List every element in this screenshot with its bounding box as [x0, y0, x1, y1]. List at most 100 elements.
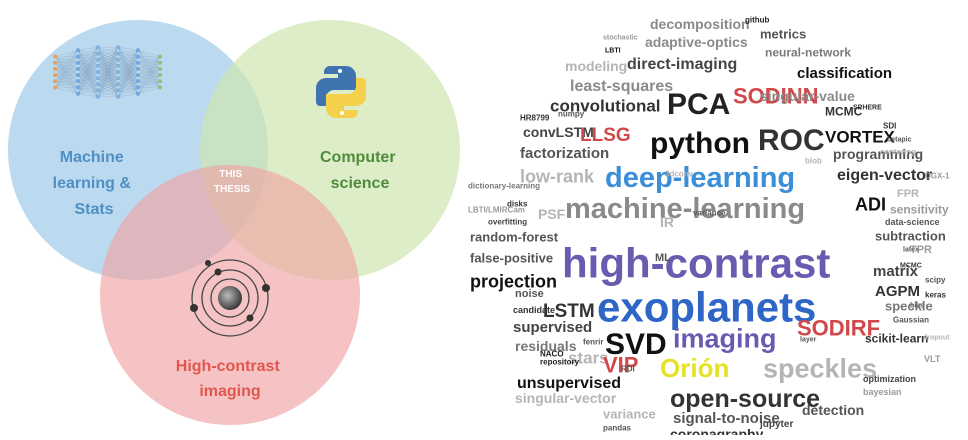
word-cloud-term: scikit-learn	[865, 332, 928, 346]
word-cloud-term: overfitting	[488, 217, 527, 226]
word-cloud-term: detection	[802, 402, 864, 418]
word-cloud-term: metrics	[760, 26, 806, 41]
word-cloud-term: noise	[515, 288, 544, 300]
word-cloud-term: residuals	[515, 338, 577, 354]
word-cloud-term: eigen-vector	[837, 167, 932, 184]
word-cloud-term: SPHERE	[853, 105, 882, 112]
word-cloud-term: supervised	[513, 319, 592, 336]
word-cloud-term: open-source	[670, 385, 820, 413]
word-cloud-term: VORTEX	[825, 128, 896, 147]
word-cloud-term: singular-vector	[515, 390, 617, 406]
word-cloud-term: TPR	[910, 244, 932, 256]
word-cloud-term: PSF	[538, 206, 566, 222]
word-cloud-term: subtraction	[875, 228, 946, 243]
word-cloud-term: bayesian	[863, 387, 902, 397]
neural-network-icon	[53, 45, 162, 99]
word-cloud-term: layer	[800, 337, 817, 344]
center-label: THIS THESIS	[214, 169, 250, 195]
word-cloud-term: convLSTM	[523, 124, 594, 140]
word-cloud-term: speckles	[763, 354, 877, 384]
word-cloud-term: high-contrast	[562, 240, 830, 287]
word-cloud-term: sensitivity	[890, 203, 949, 217]
word-cloud-term: LLSG	[580, 125, 631, 146]
word-cloud-term: scipy	[925, 275, 946, 284]
word-cloud-term: pandas	[603, 423, 632, 432]
word-cloud-term: classification	[797, 65, 892, 82]
word-cloud-term: github	[745, 15, 770, 24]
word-cloud-term: Orión	[660, 353, 729, 383]
word-cloud-term: jupyter	[759, 419, 793, 430]
word-cloud-term: stars	[568, 349, 609, 368]
python-logo-icon	[316, 66, 366, 118]
word-cloud-term: LBTI	[605, 48, 621, 55]
word-cloud-term: centering	[880, 147, 916, 156]
word-cloud-term: VLT	[924, 354, 941, 364]
cs-label: Computer science	[320, 149, 400, 192]
word-cloud-term: ML	[655, 252, 671, 264]
ml-label: Machine learning & Stats	[53, 149, 136, 218]
word-cloud-term: projection	[470, 271, 557, 291]
word-cloud-term: optimization	[863, 374, 916, 384]
word-cloud-term: signal-to-noise	[673, 410, 780, 427]
word-cloud-term: singular-value	[760, 88, 855, 104]
word-cloud-term: modeling	[565, 58, 627, 74]
word-cloud-term: python	[650, 127, 750, 160]
word-cloud-term: unsupervised	[517, 375, 621, 392]
word-cloud-term: PCA	[667, 88, 730, 121]
word-cloud-term: IR	[660, 214, 674, 230]
word-cloud-term: RDI	[621, 364, 635, 373]
word-cloud-term: neural-network	[765, 46, 851, 60]
word-cloud-term: MCMC	[825, 105, 863, 119]
word-cloud-term: exoplanets	[597, 284, 816, 331]
word-cloud-term: fenrir	[583, 337, 603, 346]
word-cloud-term: stochastic	[603, 35, 638, 42]
word-cloud-term: imaging	[673, 324, 777, 354]
word-cloud-term: machine-learning	[565, 193, 805, 225]
word-cloud-term: NACO	[540, 349, 564, 358]
word-cloud-term: LBTI/LMIRCam	[468, 205, 525, 214]
word-cloud-term: HR8799	[520, 113, 550, 122]
word-cloud-term: data-science	[885, 217, 940, 227]
word-cloud-term: ADI	[855, 194, 886, 214]
word-cloud-term: 3dconv	[665, 169, 694, 178]
word-cloud-term: variance	[603, 406, 656, 421]
word-cloud-term: bias	[910, 303, 924, 310]
word-cloud-term: random-forest	[470, 229, 559, 244]
venn-diagram: Machine learning & Stats Computer scienc…	[8, 20, 460, 425]
star-system-icon	[190, 259, 270, 337]
hci-label: High-contrast imaging	[176, 358, 284, 400]
word-cloud-term: dictionary-learning	[468, 181, 540, 190]
word-cloud-term: least-squares	[570, 78, 673, 95]
word-cloud-term: DGX-1	[925, 171, 950, 180]
word-cloud-term: numpy	[558, 109, 585, 118]
word-cloud-term: variance	[693, 208, 726, 217]
word-cloud-term: keras	[925, 290, 946, 299]
word-cloud-term: adaptive-optics	[645, 34, 748, 50]
word-cloud-term: FPR	[897, 188, 919, 200]
word-cloud-term: convolutional	[550, 97, 661, 116]
word-cloud-term: latex	[903, 247, 919, 254]
word-cloud-term: VIP	[603, 353, 638, 378]
word-cloud-term: low-rank	[520, 166, 595, 186]
word-cloud-term: factorization	[520, 145, 609, 162]
word-cloud-term: programming	[833, 146, 923, 162]
word-cloud-term: MCMC	[900, 263, 922, 270]
word-cloud-term: decomposition	[650, 16, 750, 32]
word-cloud-term: SVD	[605, 328, 667, 361]
word-cloud-term: coronagraphy	[670, 426, 764, 435]
word-cloud-term: SODINN	[733, 84, 819, 109]
word-cloud: decomposition github stochastic adaptive-op…	[455, 0, 968, 440]
word-cloud-term: LSTM	[543, 301, 595, 322]
word-cloud-term: speckle	[885, 298, 933, 313]
word-cloud-term: blob	[805, 156, 822, 165]
word-cloud-term: SDI	[883, 121, 896, 130]
word-cloud-term: Gaussian	[893, 315, 929, 324]
word-cloud-term: AGPM	[875, 283, 920, 300]
word-cloud-term: candidate	[513, 305, 555, 315]
word-cloud-term: deep-learning	[605, 162, 795, 194]
word-cloud-term: ROC	[758, 124, 825, 157]
word-cloud-term: matrix	[873, 263, 919, 280]
word-cloud-term: betapic	[887, 137, 912, 144]
word-cloud-term: SODIRF	[797, 316, 880, 341]
